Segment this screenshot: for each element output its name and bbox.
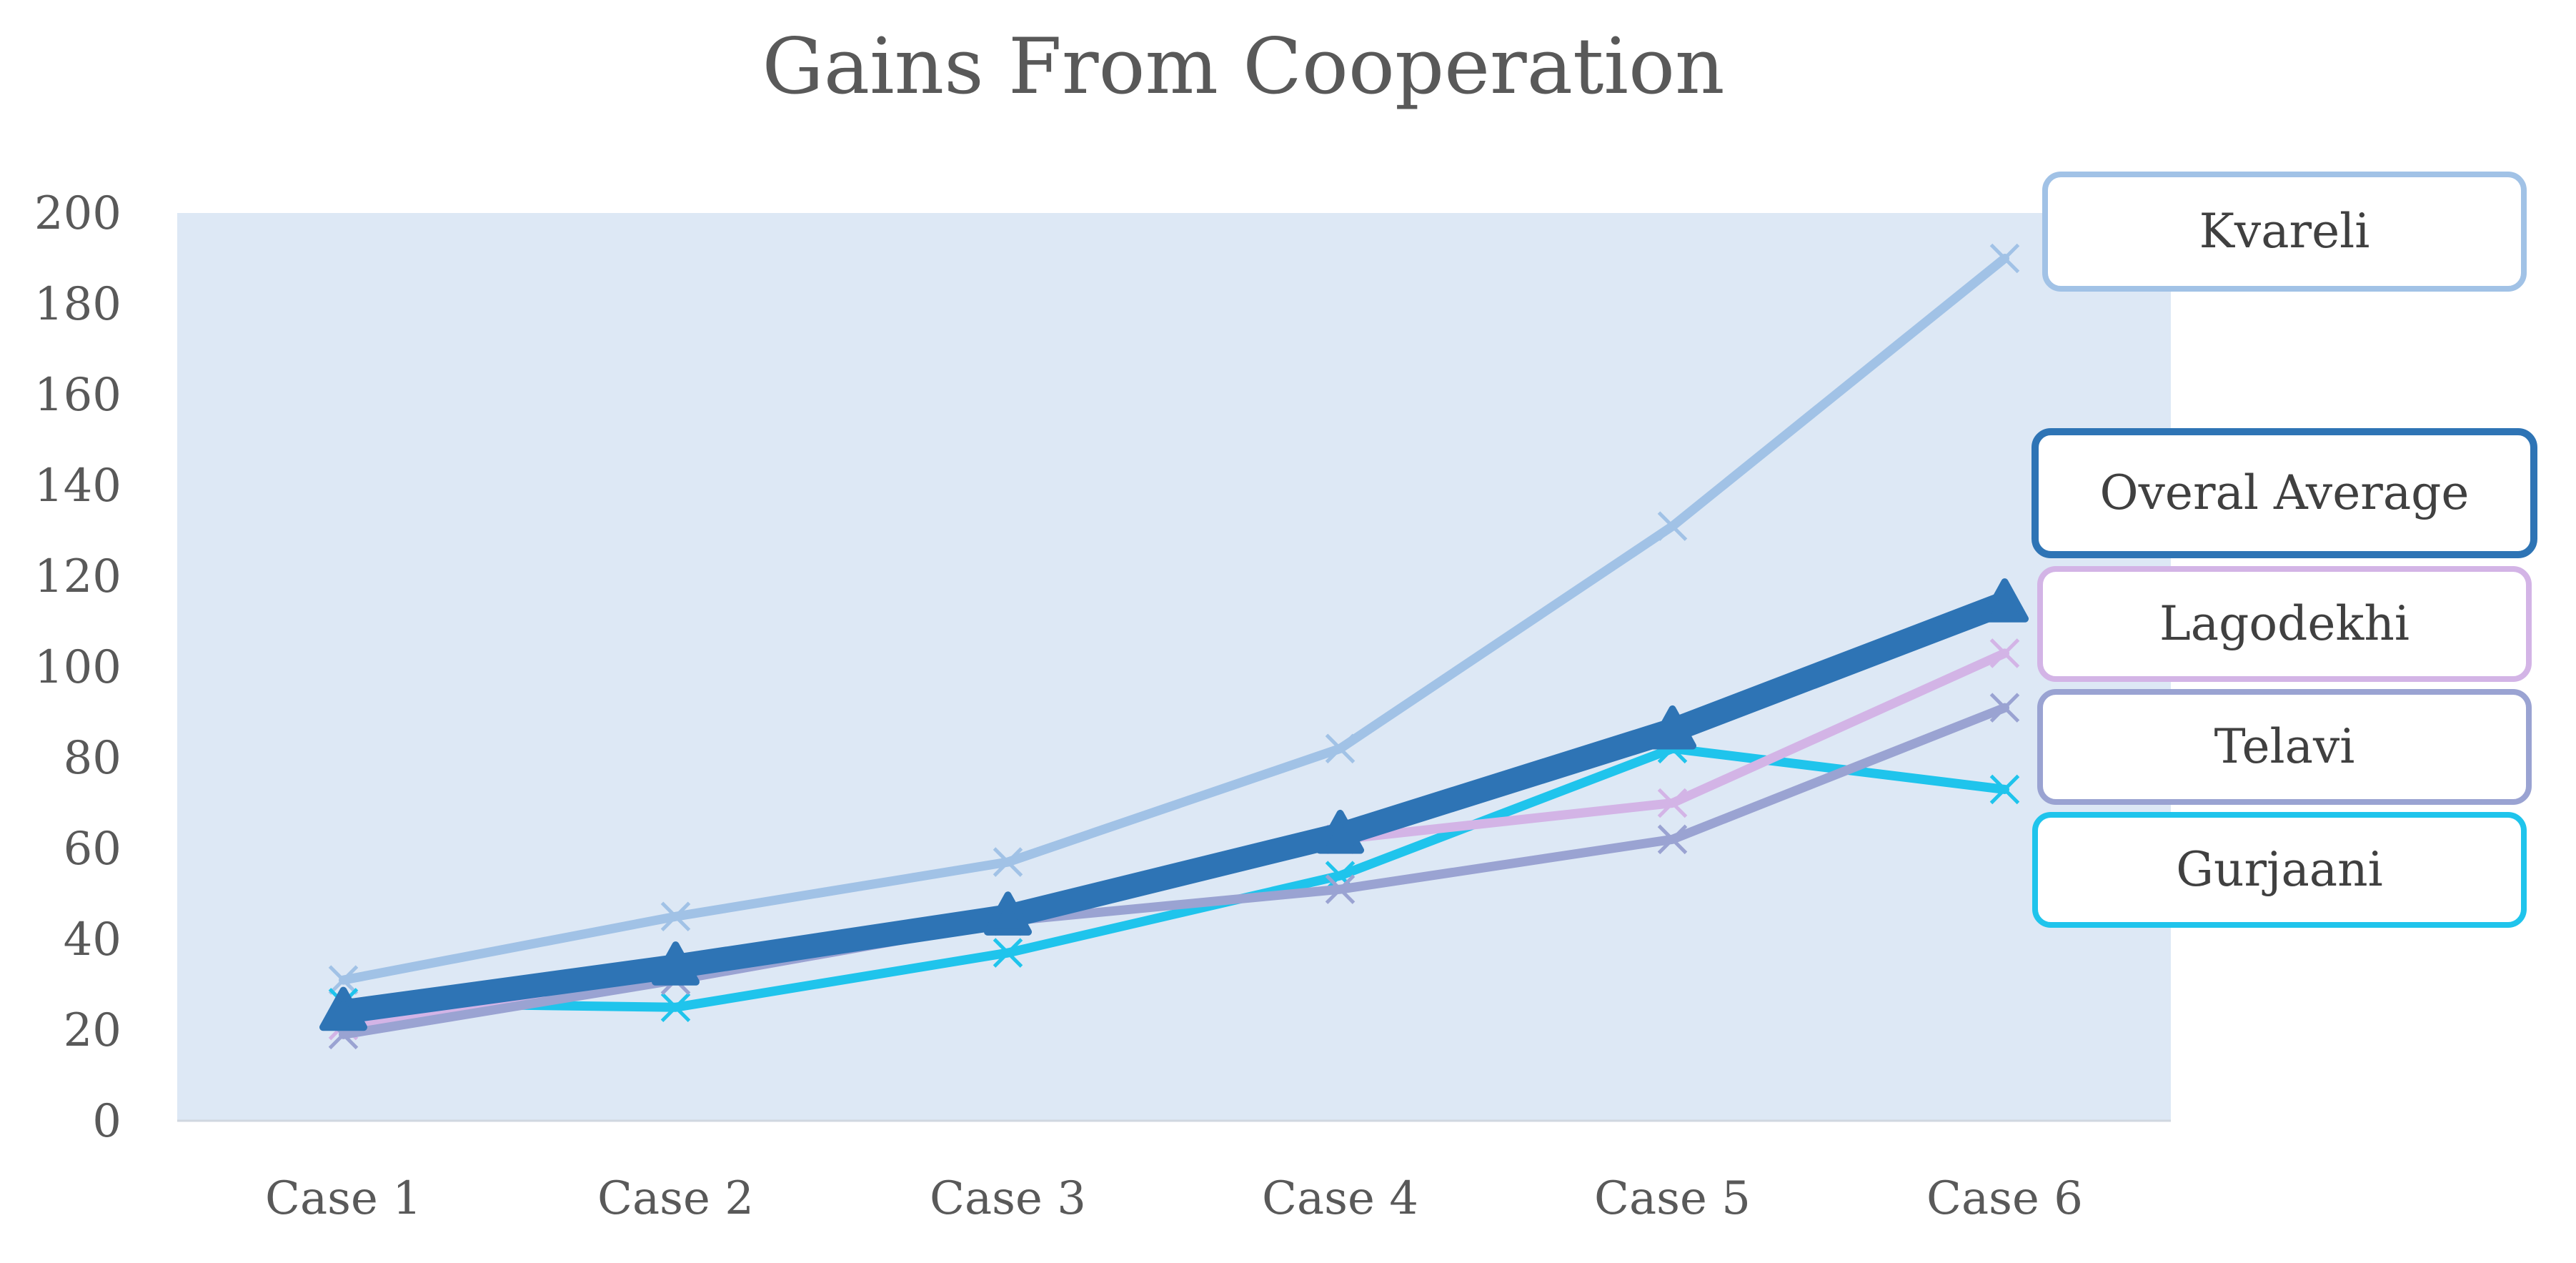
data-point <box>1989 638 2020 668</box>
legend-item-kvareli: Kvareli <box>2042 172 2527 292</box>
x-tick-label: Case 4 <box>1262 1172 1418 1225</box>
legend-label: Gurjaani <box>2176 842 2383 897</box>
y-tick-label: 60 <box>64 823 121 876</box>
data-point <box>1657 511 1688 541</box>
legend-item-overal-average: Overal Average <box>2032 428 2537 558</box>
legend-label: Telavi <box>2214 719 2355 774</box>
data-point <box>1989 774 2020 805</box>
x-tick-label: Case 2 <box>597 1172 754 1225</box>
y-tick-label: 80 <box>64 732 121 785</box>
data-point <box>1316 809 1364 854</box>
chart-title: Gains From Cooperation <box>762 22 1724 112</box>
data-point <box>1989 693 2020 723</box>
y-tick-label: 0 <box>92 1095 121 1148</box>
data-point <box>993 938 1023 968</box>
data-point <box>328 965 359 995</box>
data-point <box>1325 874 1356 904</box>
series-line-gurjaani <box>339 743 2009 1012</box>
y-tick-label: 140 <box>34 460 121 512</box>
data-point <box>1648 705 1696 750</box>
y-tick-label: 100 <box>34 641 121 694</box>
y-tick-label: 120 <box>34 550 121 603</box>
legend-box <box>2037 689 2532 805</box>
data-point <box>1325 733 1356 764</box>
x-tick-label: Case 5 <box>1594 1172 1751 1225</box>
series-layer <box>319 243 2029 1050</box>
data-point <box>984 891 1032 936</box>
series-line-overal-average <box>331 591 2017 1024</box>
y-tick-label: 160 <box>34 369 121 422</box>
data-point <box>660 992 691 1023</box>
x-tick-label: Case 3 <box>930 1172 1086 1225</box>
series-kvareli <box>328 243 2020 995</box>
data-point <box>652 941 700 986</box>
legend: Kvareli Overal Average Lagodekhi Telavi Gurj… <box>2032 172 2537 928</box>
series-telavi <box>328 693 2020 1050</box>
data-point <box>993 847 1023 877</box>
legend-box <box>2032 812 2527 928</box>
legend-label: Lagodekhi <box>2159 596 2410 651</box>
series-line-telavi <box>339 703 2009 1039</box>
y-tick-label: 40 <box>64 913 121 966</box>
data-point <box>1657 824 1688 855</box>
series-line-kvareli <box>339 254 2009 985</box>
series-overal-average <box>319 578 2029 1031</box>
data-point <box>660 901 691 932</box>
legend-label: Overal Average <box>2100 465 2470 520</box>
legend-item-telavi: Telavi <box>2037 689 2532 805</box>
x-tick-label: Case 6 <box>1926 1172 2083 1225</box>
data-point <box>1657 788 1688 818</box>
data-point <box>1981 578 2029 623</box>
y-axis: 0 20 40 60 80 100 120 140 160 180 200 <box>34 187 2171 1148</box>
data-point <box>319 986 367 1031</box>
y-tick-label: 20 <box>64 1004 121 1057</box>
x-tick-label: Case 1 <box>265 1172 422 1225</box>
legend-label: Kvareli <box>2199 204 2370 259</box>
legend-box <box>2037 566 2532 682</box>
legend-item-gurjaani: Gurjaani <box>2032 812 2527 928</box>
y-tick-label: 180 <box>34 278 121 331</box>
y-tick-label: 200 <box>34 187 121 240</box>
legend-item-lagodekhi: Lagodekhi <box>2037 566 2532 682</box>
legend-box <box>2042 172 2527 292</box>
data-point <box>1989 243 2020 274</box>
x-axis: Case 1 Case 2 Case 3 Case 4 Case 5 Case 6 <box>265 1172 2083 1225</box>
legend-box <box>2032 428 2537 558</box>
